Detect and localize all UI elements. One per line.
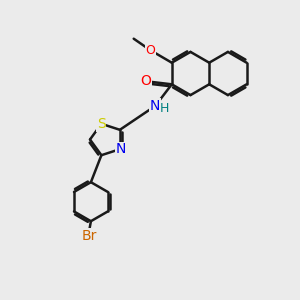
Text: H: H [160,102,170,115]
Text: Br: Br [82,229,97,243]
Text: O: O [140,74,151,88]
Text: S: S [97,117,106,131]
Text: N: N [150,99,160,113]
Text: N: N [115,142,126,156]
Text: O: O [145,44,155,57]
